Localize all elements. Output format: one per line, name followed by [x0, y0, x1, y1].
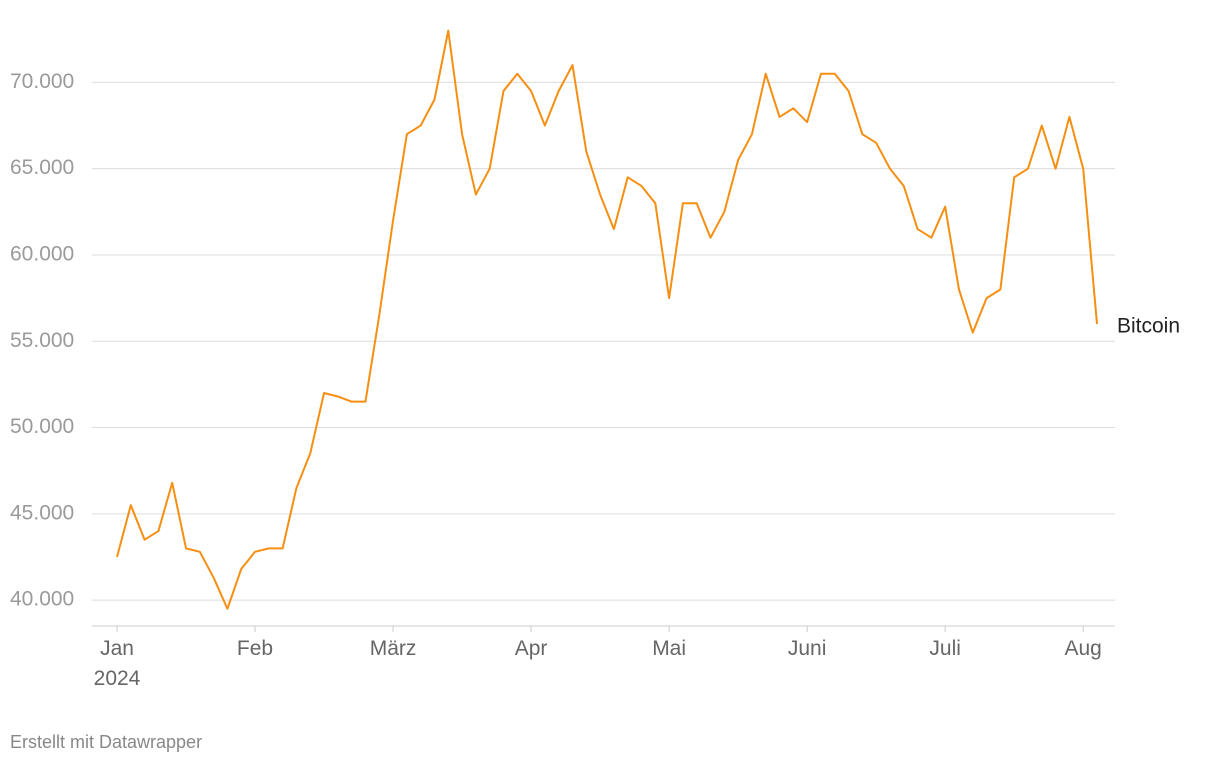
line: [116, 29, 1098, 610]
x-tick-label: Aug: [1064, 637, 1102, 660]
y-tick-label: 50.000: [10, 415, 74, 438]
y-tick-label: 60.000: [10, 243, 74, 266]
x-tick-label: Juni: [787, 637, 827, 660]
x-tick-label: Feb: [236, 637, 274, 660]
y-tick-label: 40.000: [10, 588, 74, 611]
y-tick-label: 70.000: [10, 70, 74, 93]
y-tick-label: 55.000: [10, 329, 74, 352]
series-label: Bitcoin: [1117, 315, 1180, 338]
x-tick-label: Jan 2024: [93, 637, 141, 690]
x-tick-label: Mai: [652, 637, 687, 660]
y-tick-label: 45.000: [10, 501, 74, 524]
x-tick-label: Juli: [929, 637, 961, 660]
x-tick-label: Apr: [514, 637, 548, 660]
credit: Erstellt mit Datawrapper: [10, 732, 203, 752]
x-tick-label: März: [369, 637, 417, 660]
y-tick-label: 65.000: [10, 156, 74, 179]
